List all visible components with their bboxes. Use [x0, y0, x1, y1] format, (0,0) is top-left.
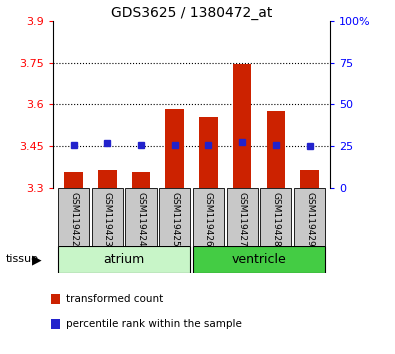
Bar [227, 188, 258, 246]
Text: GSM119425: GSM119425 [170, 192, 179, 246]
Text: atrium: atrium [103, 253, 145, 266]
Bar [193, 188, 224, 246]
Bar [233, 64, 252, 188]
Bar [98, 170, 117, 188]
Title: GDS3625 / 1380472_at: GDS3625 / 1380472_at [111, 6, 272, 20]
Text: percentile rank within the sample: percentile rank within the sample [66, 319, 242, 329]
Bar [193, 246, 325, 273]
Text: tissue: tissue [6, 255, 39, 264]
Text: GSM119429: GSM119429 [305, 192, 314, 246]
Bar [159, 188, 190, 246]
Text: ▶: ▶ [32, 253, 41, 266]
Text: GSM119422: GSM119422 [69, 192, 78, 246]
Bar [64, 172, 83, 188]
Bar [58, 188, 89, 246]
Text: GSM119424: GSM119424 [137, 192, 145, 246]
Bar [126, 188, 156, 246]
Bar [300, 170, 319, 188]
Bar [260, 188, 292, 246]
Text: GSM119427: GSM119427 [238, 192, 246, 246]
Bar [92, 188, 123, 246]
Text: GSM119428: GSM119428 [271, 192, 280, 246]
Bar [166, 109, 184, 188]
Text: transformed count: transformed count [66, 294, 163, 304]
Text: GSM119426: GSM119426 [204, 192, 213, 246]
Bar [267, 112, 285, 188]
Text: ventricle: ventricle [231, 253, 286, 266]
Bar [58, 246, 190, 273]
Bar [294, 188, 325, 246]
Bar [132, 172, 150, 188]
Text: GSM119423: GSM119423 [103, 192, 112, 246]
Bar [199, 117, 218, 188]
